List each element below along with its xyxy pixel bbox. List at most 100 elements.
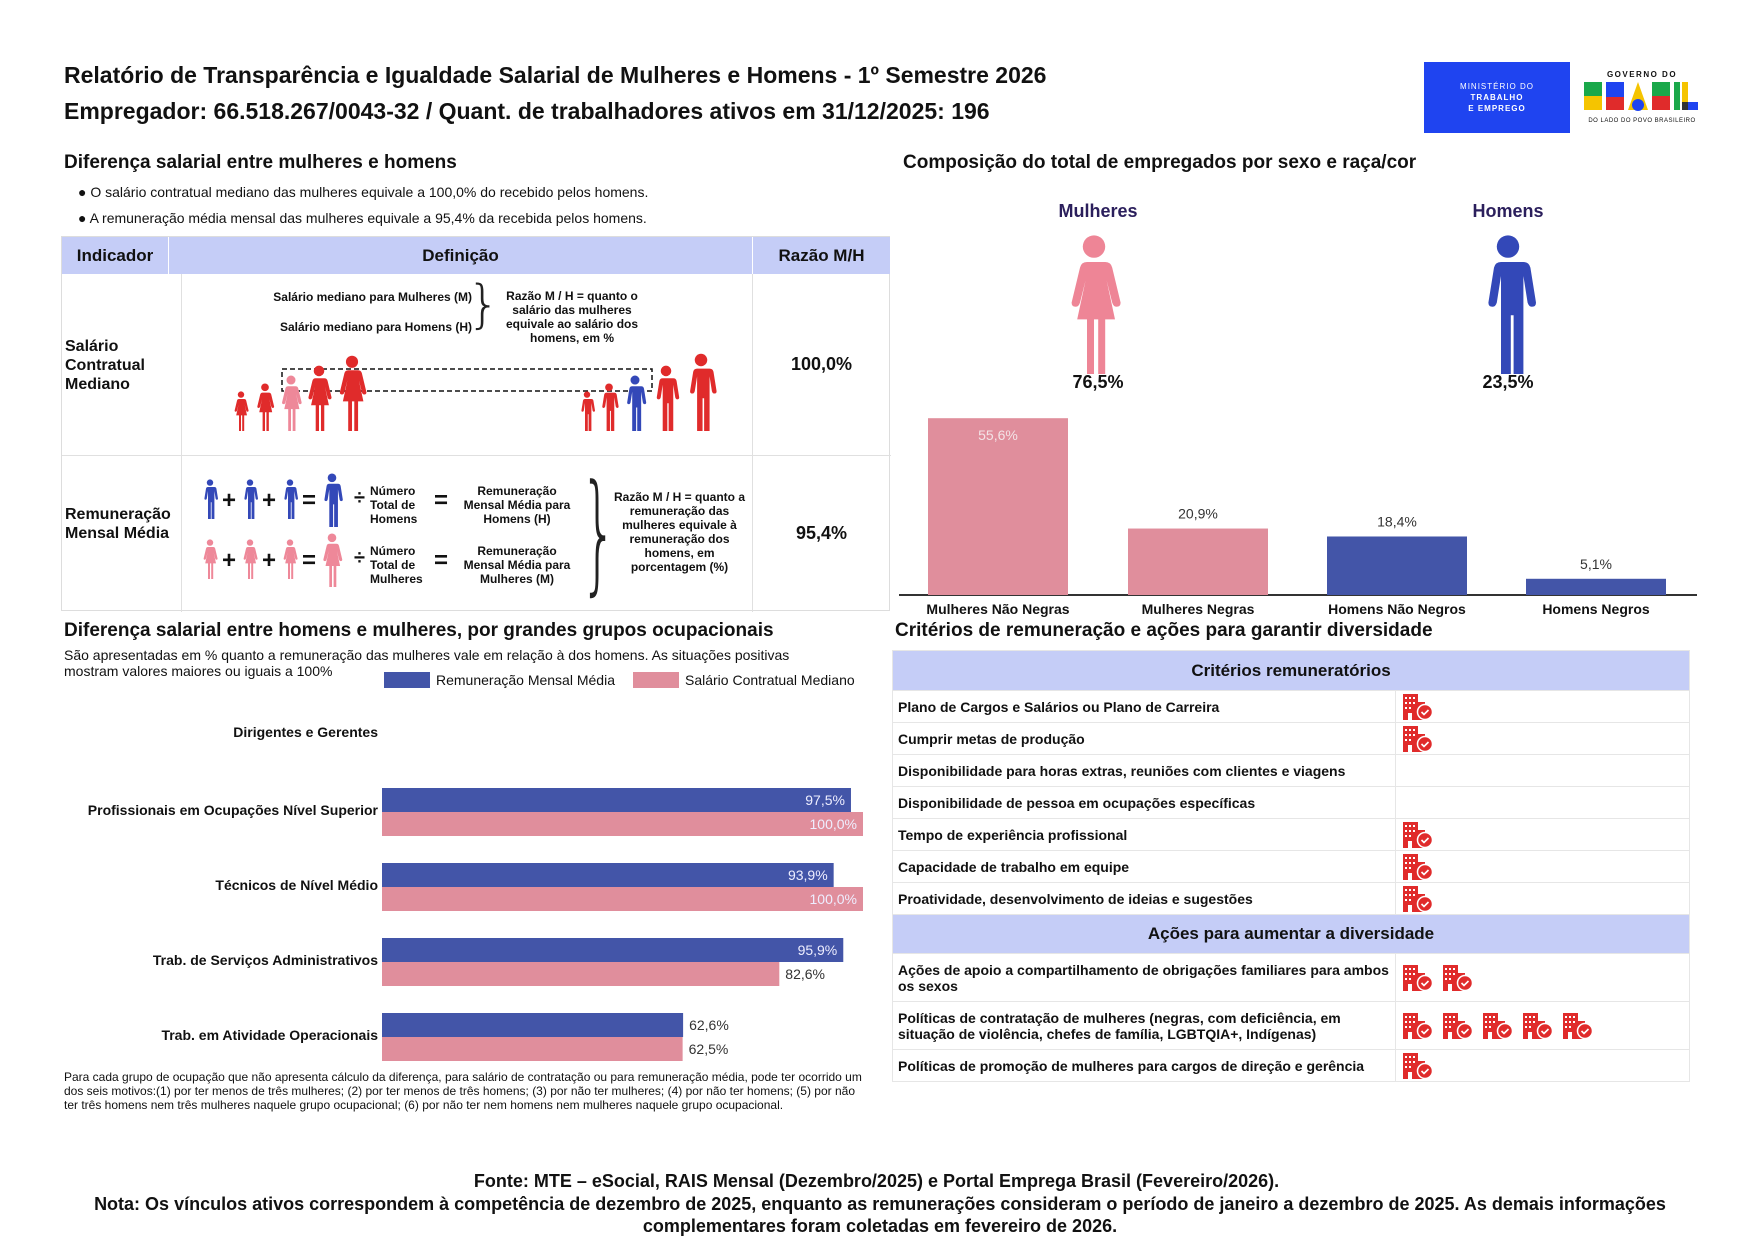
data-label: 82,6%	[785, 966, 825, 982]
data-label: 62,6%	[689, 1017, 729, 1033]
criteria-heading: Critérios de remuneração e ações para ga…	[895, 620, 1433, 641]
criteria-table: Critérios remuneratórios Plano de Cargos…	[892, 650, 1690, 1082]
logo-text: GOVERNO DO	[1606, 70, 1678, 79]
man-icon	[1488, 235, 1536, 374]
criteria-row: Disponibilidade de pessoa em ocupações e…	[893, 786, 1689, 818]
column-bar	[1128, 528, 1268, 595]
criteria-row: Tempo de experiência profissional	[893, 818, 1689, 850]
legend-label: Remuneração Mensal Média	[436, 672, 615, 688]
bar-average-pay	[382, 788, 851, 812]
building-check-icon	[1442, 1012, 1474, 1039]
ministry-logo: MINISTÉRIO DO TRABALHO E EMPREGO	[1424, 62, 1570, 133]
government-logo: GOVERNO DO DO LADO DO POVO BRASILEIRO	[1572, 62, 1712, 133]
criteria-label: Cumprir metas de produção	[893, 723, 1396, 754]
brasil-wordmark-icon	[1584, 82, 1698, 111]
building-check-icon	[1402, 693, 1434, 720]
building-check-icon	[1402, 1052, 1434, 1079]
occupational-bar-chart: 97,5% 100,0% 93,9% 100,0% 95,9% 82,6% 62,6% 62,…	[382, 788, 863, 1061]
median-illustration	[234, 353, 717, 431]
criteria-row: Proatividade, desenvolvimento de ideias …	[893, 882, 1689, 914]
building-check-icon	[1442, 964, 1474, 991]
header-definicao: Definição	[169, 237, 752, 274]
bar-average-pay	[382, 863, 834, 887]
data-label: 95,9%	[798, 942, 838, 958]
divide-sign: ÷	[354, 487, 365, 509]
employer-line: Empregador: 66.518.267/0043-32 / Quant. …	[64, 98, 990, 124]
legend-label: Salário Contratual Mediano	[684, 672, 855, 688]
category-label: Homens Não Negros	[1328, 601, 1466, 617]
men-label: Homens	[1472, 201, 1544, 221]
building-check-icon	[1402, 725, 1434, 752]
data-label: 97,5%	[805, 792, 845, 808]
def-women-median: Salário mediano para Mulheres (M)	[273, 290, 472, 304]
building-check-icon	[1402, 964, 1434, 991]
bar-average-pay	[382, 1013, 684, 1037]
indicator-average-pay: Remuneração Mensal Média	[65, 505, 171, 543]
criteria-label: Disponibilidade para horas extras, reuni…	[893, 755, 1396, 786]
women-label: Mulheres	[1058, 201, 1138, 221]
equals-sign: =	[434, 487, 449, 514]
column-bar	[928, 418, 1068, 595]
criteria-icons	[1396, 725, 1689, 752]
bullet-median: ● O salário contratual mediano das mulhe…	[78, 184, 649, 200]
source-note: Fonte: MTE – eSocial, RAIS Mensal (Dezem…	[473, 1171, 1280, 1191]
indicator-table: Indicador Definição Razão M/H Salário Co…	[61, 236, 891, 612]
occupational-heading: Diferença salarial entre homens e mulher…	[64, 620, 774, 641]
plus-sign: +	[222, 547, 237, 574]
criteria-section-header: Critérios remuneratórios	[893, 651, 1689, 690]
avg-women: Remuneração Mensal Média para Mulheres (…	[463, 544, 571, 586]
indicator-text: Mensal Média	[65, 525, 170, 542]
category-label: Trab. de Serviços Administrativos	[152, 952, 378, 968]
data-label: 55,6%	[978, 427, 1018, 443]
bar-average-pay	[382, 938, 844, 962]
woman-icon	[1071, 235, 1121, 374]
women-percent: 76,5%	[1072, 372, 1124, 392]
column-bar	[1327, 536, 1467, 595]
indicator-text: Salário	[65, 338, 119, 355]
building-check-icon	[1522, 1012, 1554, 1039]
logo-text: MINISTÉRIO DO	[1460, 82, 1534, 91]
data-label: 100,0%	[810, 891, 857, 907]
salary-gap-heading: Diferença salarial entre mulheres e home…	[64, 152, 457, 173]
criteria-label: Proatividade, desenvolvimento de ideias …	[893, 883, 1396, 914]
criteria-label: Plano de Cargos e Salários ou Plano de C…	[893, 691, 1396, 722]
average-ratio-value: 95,4%	[795, 523, 848, 543]
building-check-icon	[1402, 885, 1434, 912]
equals-sign: =	[434, 547, 449, 574]
equals-sign: =	[302, 487, 317, 514]
criteria-icons	[1396, 885, 1689, 912]
chart-legend: Remuneração Mensal Média Salário Contrat…	[384, 672, 855, 688]
building-check-icon	[1402, 853, 1434, 880]
diversity-section-header: Ações para aumentar a diversidade	[893, 914, 1689, 953]
criteria-icons	[1396, 693, 1689, 720]
occupational-footnote: Para cada grupo de ocupação que não apre…	[64, 1070, 862, 1112]
data-label: 18,4%	[1377, 513, 1417, 529]
indicator-text: Remuneração	[65, 506, 171, 523]
column-bar	[1526, 578, 1666, 595]
building-check-icon	[1562, 1012, 1594, 1039]
indicator-text: Mediano	[65, 376, 130, 393]
category-label: Técnicos de Nível Médio	[215, 877, 378, 893]
criteria-icons	[1396, 1052, 1689, 1079]
brace: }	[467, 275, 501, 335]
category-label: Profissionais em Ocupações Nível Superio…	[87, 802, 378, 818]
total-men: Número Total de Homens	[370, 484, 418, 526]
logo-text: DO LADO DO POVO BRASILEIRO	[1588, 118, 1696, 124]
data-label: 5,1%	[1580, 556, 1612, 572]
logo-text: TRABALHO	[1470, 93, 1524, 102]
report-title: Relatório de Transparência e Igualdade S…	[64, 62, 1047, 88]
bar-median-salary	[382, 962, 780, 986]
header-razao: Razão M/H	[753, 237, 890, 274]
criteria-icons	[1396, 964, 1689, 991]
criteria-label: Tempo de experiência profissional	[893, 819, 1396, 850]
criteria-row: Cumprir metas de produção	[893, 722, 1689, 754]
bar-median-salary	[382, 1037, 683, 1061]
criteria-label: Políticas de contratação de mulheres (ne…	[893, 1002, 1396, 1049]
criteria-row: Ações de apoio a compartilhamento de obr…	[893, 953, 1689, 1001]
criteria-icons	[1396, 1012, 1689, 1039]
brace: }	[580, 456, 618, 608]
legend-swatch-pink	[632, 672, 679, 688]
criteria-icons	[1396, 821, 1689, 848]
building-check-icon	[1482, 1012, 1514, 1039]
category-label: Mulheres Não Negras	[926, 601, 1069, 617]
